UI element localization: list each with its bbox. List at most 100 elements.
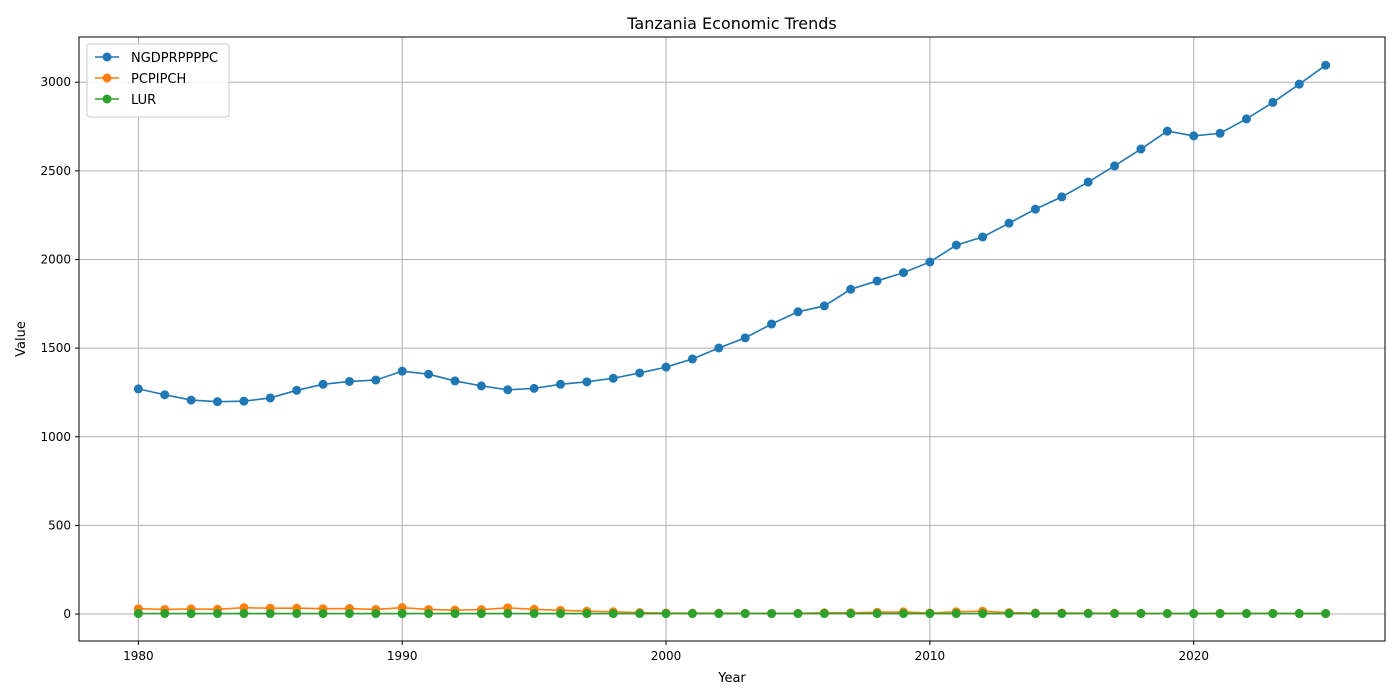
data-point (1083, 177, 1093, 187)
data-point (1030, 609, 1040, 619)
data-point (1057, 192, 1067, 202)
data-point (318, 379, 328, 389)
data-point (846, 609, 856, 619)
data-point (424, 369, 434, 379)
data-point (1162, 609, 1172, 619)
data-point (872, 609, 882, 619)
data-point (292, 609, 302, 619)
data-point (239, 609, 249, 619)
data-point (213, 397, 223, 407)
data-point (714, 343, 724, 353)
data-point (978, 232, 988, 242)
data-point (1268, 609, 1278, 619)
chart-title: Tanzania Economic Trends (626, 14, 836, 33)
data-point (951, 609, 961, 619)
data-point (556, 609, 566, 619)
data-point (424, 609, 434, 619)
data-point (371, 609, 381, 619)
data-point (608, 373, 618, 383)
data-point (1110, 609, 1120, 619)
data-point (186, 395, 196, 405)
data-point (898, 609, 908, 619)
y-tick-label: 2500 (40, 164, 71, 178)
data-point (1004, 218, 1014, 228)
data-point (1294, 79, 1304, 89)
legend-marker (102, 52, 112, 62)
data-point (1268, 97, 1278, 107)
data-point (687, 609, 697, 619)
legend-label: PCPIPCH (131, 72, 186, 87)
series-line (138, 64, 1327, 403)
grid (79, 37, 1385, 641)
data-point (740, 333, 750, 343)
data-point (397, 366, 407, 376)
x-tick-label: 1980 (123, 649, 154, 663)
data-point (265, 393, 275, 403)
data-point (687, 354, 697, 364)
data-point (1030, 204, 1040, 214)
y-tick-label: 1500 (40, 341, 71, 355)
data-point (898, 268, 908, 278)
y-tick-label: 0 (63, 607, 71, 621)
data-point (133, 609, 143, 619)
data-point (503, 385, 513, 395)
series-lur (133, 609, 1331, 619)
data-point (872, 276, 882, 286)
data-point (265, 609, 275, 619)
data-point (635, 368, 645, 378)
x-tick-label: 1990 (387, 649, 418, 663)
data-point (925, 257, 935, 267)
ticks: 1980 1990 2000 2010 2020 0 500 1000 1500 2000 2500… (40, 75, 1209, 663)
data-point (213, 609, 223, 619)
legend-marker (102, 94, 112, 104)
data-point (1136, 144, 1146, 154)
y-axis-label: Value (14, 321, 29, 357)
data-point (476, 609, 486, 619)
data-point (529, 383, 539, 393)
series-layer (133, 60, 1331, 619)
data-point (661, 609, 671, 619)
y-tick-label: 2000 (40, 252, 71, 266)
x-tick-label: 2020 (1178, 649, 1209, 663)
data-point (582, 377, 592, 387)
data-point (397, 609, 407, 619)
data-point (1136, 609, 1146, 619)
data-point (1215, 609, 1225, 619)
data-point (476, 381, 486, 391)
data-point (1321, 60, 1331, 70)
y-tick-label: 1000 (40, 430, 71, 444)
x-axis-label: Year (717, 671, 746, 686)
data-point (608, 609, 618, 619)
data-point (846, 284, 856, 294)
data-point (344, 376, 354, 386)
data-point (160, 609, 170, 619)
data-point (793, 609, 803, 619)
data-point (1110, 161, 1120, 171)
data-point (292, 385, 302, 395)
data-point (503, 609, 513, 619)
data-point (1321, 609, 1331, 619)
legend-label: NGDPRPPPPC (131, 51, 218, 66)
data-point (344, 609, 354, 619)
x-tick-label: 2000 (651, 649, 682, 663)
data-point (450, 376, 460, 386)
x-tick-label: 2010 (915, 649, 946, 663)
data-point (1241, 609, 1251, 619)
data-point (1189, 131, 1199, 141)
data-point (767, 609, 777, 619)
legend-label: LUR (131, 93, 156, 108)
data-point (1162, 126, 1172, 136)
data-point (133, 384, 143, 394)
data-point (556, 379, 566, 389)
data-point (318, 609, 328, 619)
data-point (819, 301, 829, 311)
data-point (740, 609, 750, 619)
data-point (793, 307, 803, 317)
data-point (661, 362, 671, 372)
data-point (635, 609, 645, 619)
y-tick-label: 500 (48, 518, 71, 532)
plot-frame (78, 36, 1386, 642)
data-point (819, 609, 829, 619)
data-point (239, 396, 249, 406)
